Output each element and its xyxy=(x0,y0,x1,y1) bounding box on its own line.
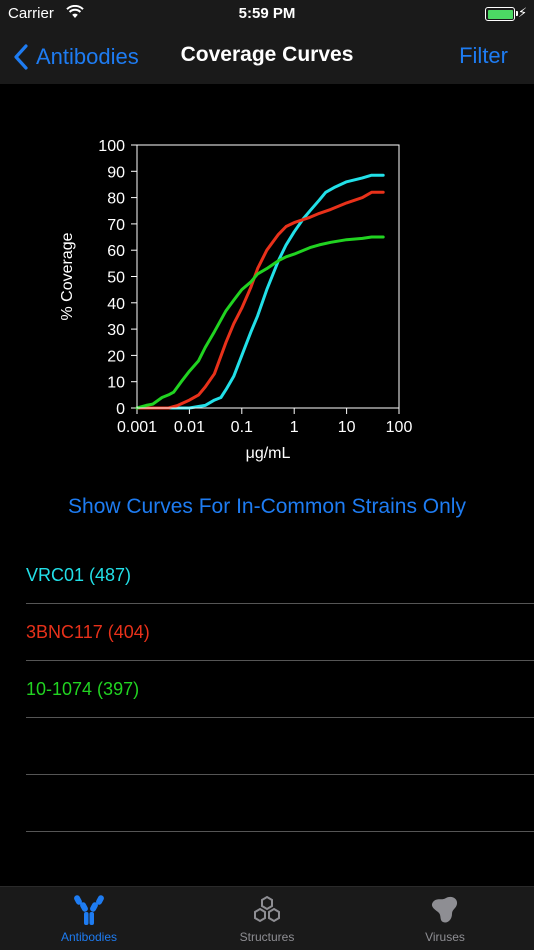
back-button[interactable]: Antibodies xyxy=(14,40,139,74)
x-tick-label: 0.1 xyxy=(231,419,253,436)
tab-antibodies[interactable]: Antibodies xyxy=(0,887,178,950)
list-item[interactable] xyxy=(26,718,534,775)
y-axis: 0 10 20 30 40 50 60 70 80 90 100 xyxy=(98,138,137,418)
series-line-0 xyxy=(135,173,385,410)
y-tick-label: 70 xyxy=(107,217,125,234)
tab-label: Antibodies xyxy=(60,930,118,944)
x-tick-label: 10 xyxy=(338,419,356,436)
y-tick-label: 10 xyxy=(107,375,125,392)
list-item[interactable]: 10-1074 (397) xyxy=(26,661,534,718)
status-time: 5:59 PM xyxy=(238,5,296,22)
virus-icon xyxy=(431,896,458,923)
antibody-label: 3BNC117 (404) xyxy=(26,621,150,642)
list-item[interactable]: VRC01 (487) xyxy=(26,547,534,604)
y-tick-label: 100 xyxy=(98,138,125,155)
antibody-label: VRC01 (487) xyxy=(26,564,132,585)
carrier-label: Carrier xyxy=(8,5,54,22)
y-axis-label: % Coverage xyxy=(59,232,76,320)
antibody-icon xyxy=(74,895,104,925)
y-tick-label: 60 xyxy=(107,243,125,260)
y-tick-label: 50 xyxy=(107,270,125,287)
show-in-common-strains-button[interactable]: Show Curves For In-Common Strains Only xyxy=(68,495,466,518)
antibody-list: VRC01 (487) 3BNC117 (404) 10-1074 (397) xyxy=(26,547,534,832)
tab-structures[interactable]: Structures xyxy=(178,887,356,950)
plot-frame xyxy=(136,144,400,409)
tab-bar: Antibodies Structures Viruses xyxy=(0,886,534,950)
structure-icon xyxy=(254,895,280,923)
series-line-2 xyxy=(135,235,385,410)
status-bar: Carrier 5:59 PM ⚡ xyxy=(0,0,534,30)
x-tick-label: 1 xyxy=(290,419,299,436)
y-tick-label: 0 xyxy=(116,401,125,418)
list-item[interactable] xyxy=(26,775,534,832)
filter-button[interactable]: Filter xyxy=(459,43,508,68)
y-tick-label: 80 xyxy=(107,191,125,208)
x-tick-label: 0.001 xyxy=(117,419,157,436)
x-tick-label: 100 xyxy=(386,419,413,436)
x-axis-label: μg/mL xyxy=(246,445,291,462)
tab-viruses[interactable]: Viruses xyxy=(356,887,534,950)
tab-label: Structures xyxy=(239,930,295,944)
antibody-label: 10-1074 (397) xyxy=(26,678,140,699)
wifi-icon xyxy=(66,5,84,18)
y-tick-label: 20 xyxy=(107,348,125,365)
y-tick-label: 30 xyxy=(107,322,125,339)
y-tick-label: 90 xyxy=(107,164,125,181)
series-line-1 xyxy=(135,190,385,410)
y-tick-label: 40 xyxy=(107,296,125,313)
battery-icon xyxy=(485,7,518,21)
coverage-chart: 0 10 20 30 40 50 60 70 80 90 100 0.001 0.01 0.1 1 10 10… xyxy=(59,138,412,462)
navigation-bar: Antibodies Coverage Curves Filter xyxy=(0,30,534,84)
x-tick-label: 0.01 xyxy=(174,419,205,436)
back-button-label: Antibodies xyxy=(36,44,139,69)
charging-bolt-icon: ⚡ xyxy=(518,5,528,20)
series-lines xyxy=(135,173,385,410)
x-axis: 0.001 0.01 0.1 1 10 100 xyxy=(117,408,412,436)
list-item[interactable]: 3BNC117 (404) xyxy=(26,604,534,661)
chevron-left-icon xyxy=(14,44,28,70)
tab-label: Viruses xyxy=(425,930,465,944)
